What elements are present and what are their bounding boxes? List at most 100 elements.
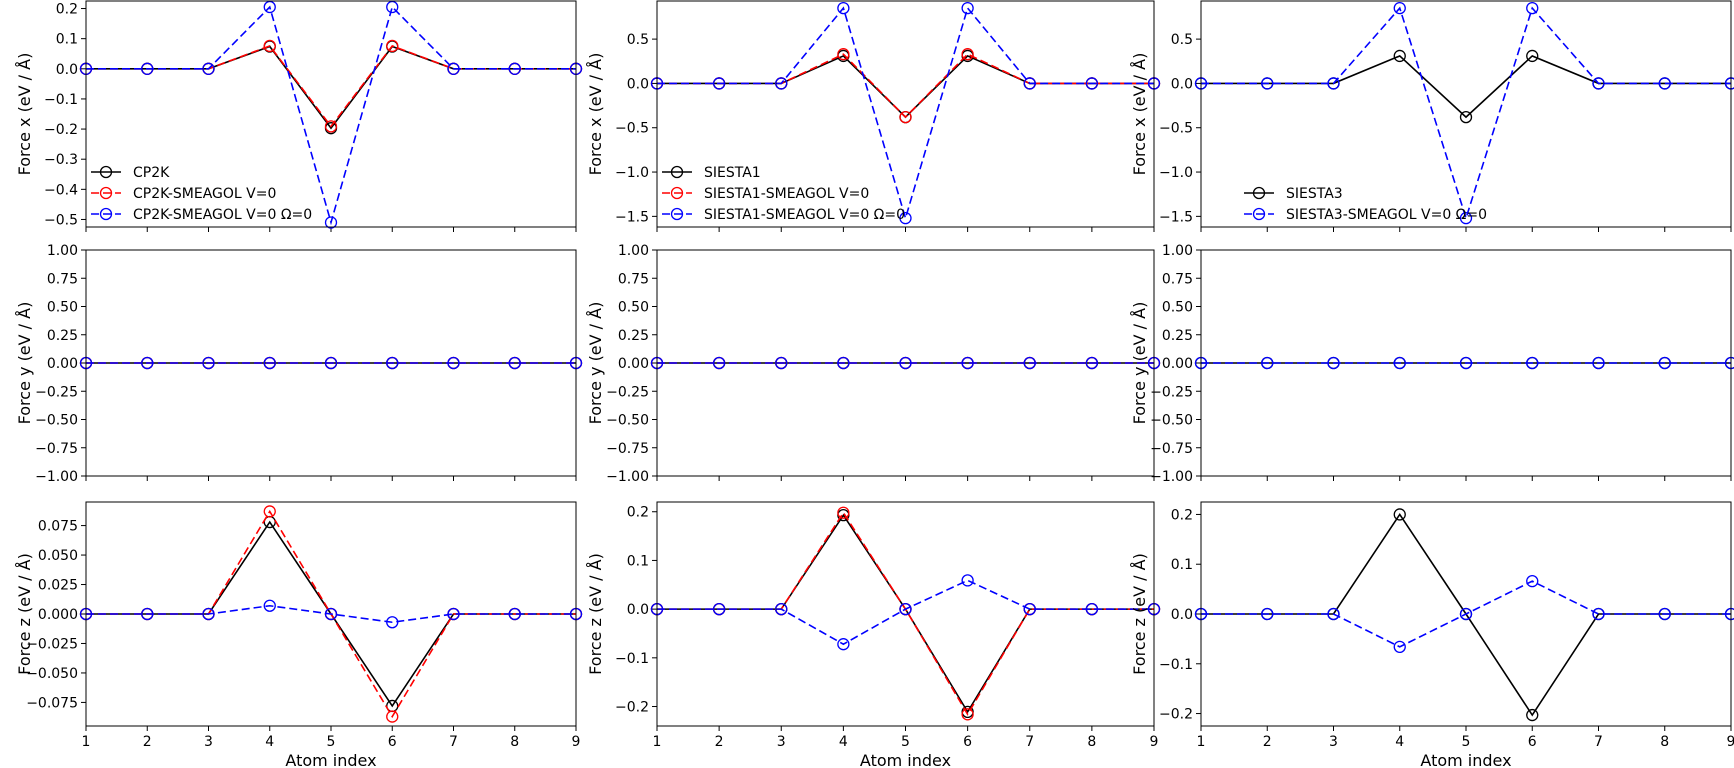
x-tick-label: 2 — [1263, 734, 1272, 750]
series-line-1 — [1201, 6, 1731, 221]
data-point — [1526, 574, 1539, 588]
y-tick-label: −1.0 — [615, 165, 649, 181]
series-line-1 — [86, 44, 576, 128]
legend-label: SIESTA3 — [1286, 186, 1343, 202]
y-tick-label: 0.0 — [1171, 76, 1193, 92]
legend-label: CP2K-SMEAGOL V=0 Ω=0 — [133, 207, 312, 223]
data-point — [1459, 110, 1473, 124]
y-tick-label: 0.25 — [1162, 328, 1193, 344]
y-axis-label: Force y (eV / Å) — [586, 302, 605, 425]
y-tick-label: 1.00 — [47, 243, 78, 259]
data-point — [386, 39, 399, 53]
y-tick-label: 0.50 — [1162, 300, 1193, 316]
y-tick-label: 0.050 — [38, 548, 78, 564]
panel-row1-col2: −1.5 −1.0 −0.5 0.0 0.5 Force x (eV / Å) SIESTA… — [586, 0, 1161, 232]
y-tick-label: 0.1 — [1171, 557, 1193, 573]
data-point — [837, 356, 850, 370]
data-point — [1393, 49, 1406, 63]
data-point — [263, 0, 276, 14]
legend-marker — [670, 207, 684, 221]
panel-row2-col1: −1.00 −0.75 −0.50 −0.25 0.00 0.25 0.50 0.75 1.00… — [15, 243, 583, 485]
y-tick-label: 0.75 — [1162, 271, 1193, 287]
y-tick-label: 0.0 — [56, 62, 78, 78]
x-tick-label: 3 — [777, 734, 786, 750]
data-point — [324, 356, 338, 370]
data-point — [712, 77, 726, 90]
y-tick-label: −0.2 — [615, 700, 649, 716]
data-point — [141, 62, 154, 75]
data-point — [1261, 356, 1274, 370]
data-point — [202, 356, 215, 370]
x-axis-label: Atom index — [1420, 751, 1511, 768]
x-tick-label: 6 — [388, 734, 397, 750]
y-tick-label: −0.5 — [44, 212, 78, 228]
y-tick-label: 1.00 — [1162, 243, 1193, 259]
data-point — [837, 506, 850, 519]
data-point — [961, 356, 974, 370]
data-point — [508, 356, 521, 370]
y-axis-label: Force y (eV / Å) — [1130, 302, 1149, 425]
y-tick-label: −1.0 — [1159, 165, 1193, 181]
data-point — [447, 356, 460, 370]
y-tick-label: −1.00 — [35, 469, 78, 485]
y-tick-label: −0.75 — [35, 441, 78, 457]
data-point — [202, 607, 215, 621]
legend-label: SIESTA1 — [704, 165, 761, 181]
series-line-1 — [1201, 580, 1731, 648]
data-point — [1393, 1, 1406, 15]
y-tick-label: 0.75 — [47, 271, 78, 287]
data-point — [1592, 607, 1605, 621]
y-tick-label: 0.50 — [618, 300, 649, 316]
y-tick-label: −0.25 — [35, 384, 78, 400]
plot-area — [650, 506, 1161, 721]
data-point — [712, 356, 726, 370]
data-point — [1261, 77, 1274, 90]
y-tick-label: −0.5 — [615, 121, 649, 137]
data-point — [1459, 356, 1473, 370]
data-point — [775, 77, 788, 90]
x-tick-label: 3 — [1329, 734, 1338, 750]
y-tick-label: 0.25 — [618, 328, 649, 344]
legend-marker — [99, 165, 113, 179]
data-point — [1592, 77, 1605, 90]
legend-label: CP2K-SMEAGOL V=0 — [133, 186, 276, 202]
data-point — [961, 574, 974, 587]
y-tick-label: −1.00 — [1150, 469, 1193, 485]
y-tick-label: −0.050 — [26, 666, 78, 682]
y-tick-label: 0.025 — [38, 578, 78, 594]
y-tick-label: 0.5 — [627, 32, 649, 48]
x-tick-label: 7 — [1025, 734, 1034, 750]
series-line-1 — [657, 511, 1154, 716]
legend-marker — [670, 165, 684, 179]
y-tick-label: −0.50 — [1150, 413, 1193, 429]
series-line-0 — [657, 54, 1154, 119]
y-tick-label: −0.1 — [615, 651, 649, 667]
y-tick-label: −0.5 — [1159, 121, 1193, 137]
y-tick-label: 0.00 — [618, 356, 649, 372]
y-tick-label: 0.1 — [627, 553, 649, 569]
data-point — [1592, 356, 1605, 370]
x-tick-label: 1 — [1197, 734, 1206, 750]
y-tick-label: 0.000 — [38, 607, 78, 623]
series-line-0 — [657, 513, 1154, 714]
data-point — [447, 62, 460, 75]
data-point — [961, 708, 974, 721]
data-point — [1085, 77, 1099, 90]
y-tick-label: 0.0 — [627, 76, 649, 92]
plot-area — [79, 505, 583, 723]
y-axis-label: Force x (eV / Å) — [586, 53, 605, 176]
data-point — [263, 599, 276, 612]
x-tick-label: 3 — [204, 734, 213, 750]
y-tick-label: −0.1 — [1159, 657, 1193, 673]
data-point — [1023, 356, 1036, 370]
data-point — [1526, 708, 1539, 722]
legend-marker — [1252, 186, 1266, 200]
data-point — [1526, 49, 1539, 63]
series-line-2 — [86, 604, 576, 624]
data-point — [263, 505, 276, 518]
y-tick-label: 1.00 — [618, 243, 649, 259]
y-tick-label: 0.50 — [47, 300, 78, 316]
data-point — [1393, 508, 1406, 521]
